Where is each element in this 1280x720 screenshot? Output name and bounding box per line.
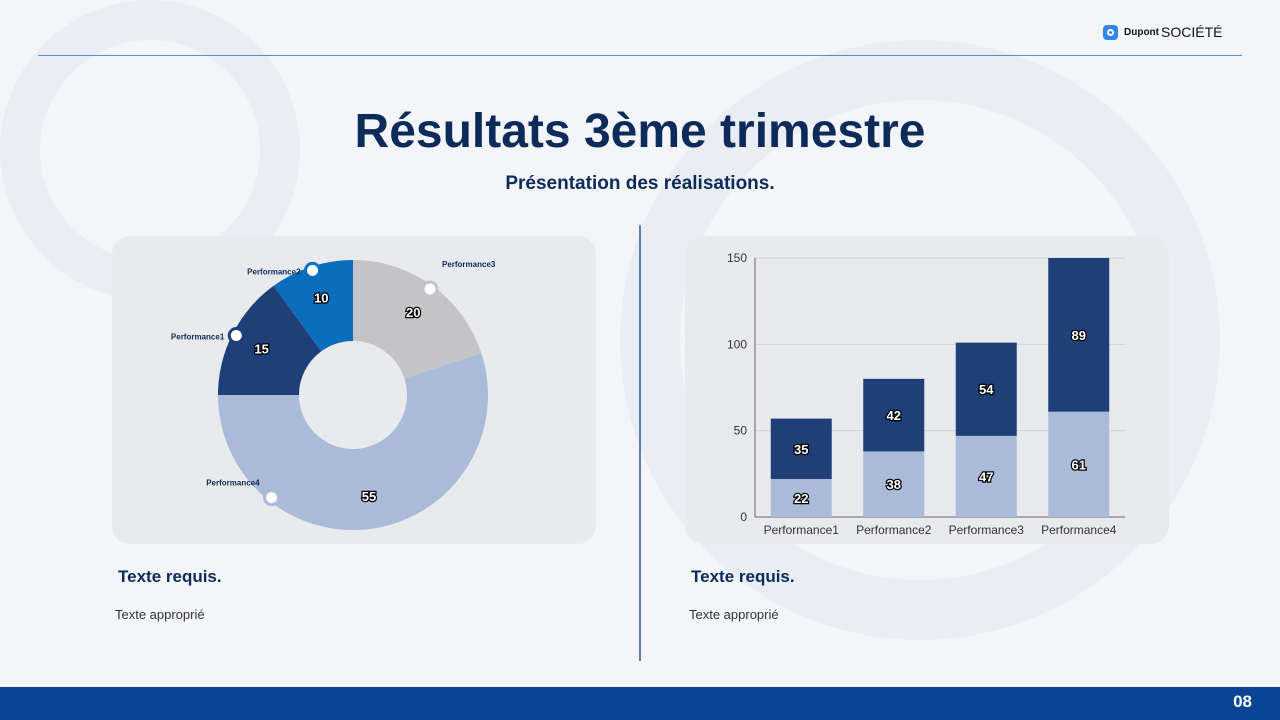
y-tick-label: 100	[727, 337, 747, 351]
brand-logo: Dupont SOCIÉTÉ	[1103, 24, 1222, 40]
donut-slice-performance2	[273, 260, 353, 352]
bar-segment	[955, 435, 1017, 517]
page-number: 08	[1233, 692, 1252, 711]
slice-marker	[227, 327, 245, 345]
x-tick-label: Performance1	[764, 523, 840, 537]
slice-value-label: 55	[362, 489, 376, 504]
bar-value-label: 47	[979, 469, 993, 484]
brand-name-large: SOCIÉTÉ	[1161, 24, 1223, 40]
x-tick-label: Performance2	[856, 523, 932, 537]
left-heading: Texte requis.	[118, 567, 222, 586]
donut-slice-performance3	[353, 260, 482, 379]
bar-value-label: 61	[1072, 457, 1086, 472]
x-tick-label: Performance3	[949, 523, 1025, 537]
column-divider	[639, 225, 641, 661]
bar-value-label: 38	[887, 477, 901, 492]
slice-marker	[421, 280, 439, 298]
brand-name-small: Dupont	[1124, 26, 1159, 38]
bar-segment	[863, 378, 925, 452]
bar-value-label: 42	[887, 408, 901, 423]
left-text: Texte approprié	[115, 607, 205, 622]
bar-segment	[863, 451, 925, 517]
slice-name-label: Performance4	[206, 479, 260, 488]
y-tick-label: 150	[727, 251, 747, 265]
page-title: Résultats 3ème trimestre	[354, 105, 926, 158]
slice-value-label: 10	[314, 291, 328, 306]
slice-value-label: 20	[406, 305, 420, 320]
header-divider	[38, 55, 1242, 56]
donut-chart: 20 Performance3 55 Performance4 15 Performanc…	[171, 260, 496, 530]
slice-name-label: Performance3	[442, 260, 496, 269]
x-tick-label: Performance4	[1041, 523, 1117, 537]
y-tick-label: 50	[734, 424, 748, 438]
bar-chart: 0 50 100 150 22 35 Performance1 38 42 Performance…	[727, 251, 1125, 537]
y-tick-label: 0	[740, 510, 747, 524]
slice-value-label: 15	[254, 341, 268, 356]
donut-card: 20 Performance3 55 Performance4 15 Performanc…	[112, 236, 596, 544]
page-subtitle: Présentation des réalisations.	[505, 173, 775, 194]
slice-name-label: Performance1	[171, 333, 225, 342]
donut-slice-performance1	[218, 285, 322, 395]
bar-segment	[955, 342, 1017, 436]
slice-marker	[304, 261, 322, 279]
slice-marker	[263, 489, 281, 507]
right-text: Texte approprié	[689, 607, 779, 622]
bar-value-label: 89	[1072, 328, 1086, 343]
right-heading: Texte requis.	[691, 567, 795, 586]
bar-segment	[1048, 411, 1110, 517]
bar-segment	[1048, 258, 1110, 412]
bar-value-label: 35	[794, 442, 808, 457]
bar-card: 0 50 100 150 22 35 Performance1 38 42 Performance…	[685, 236, 1169, 544]
slice-name-label: Performance2	[247, 267, 301, 276]
bar-segment	[770, 479, 832, 517]
bar-value-label: 54	[979, 382, 994, 397]
donut-slice-performance4	[218, 353, 488, 530]
bar-segment	[770, 418, 832, 480]
bar-value-label: 22	[794, 491, 808, 506]
logo-circle-icon	[1103, 24, 1118, 40]
footer-bar: 08	[0, 687, 1280, 720]
